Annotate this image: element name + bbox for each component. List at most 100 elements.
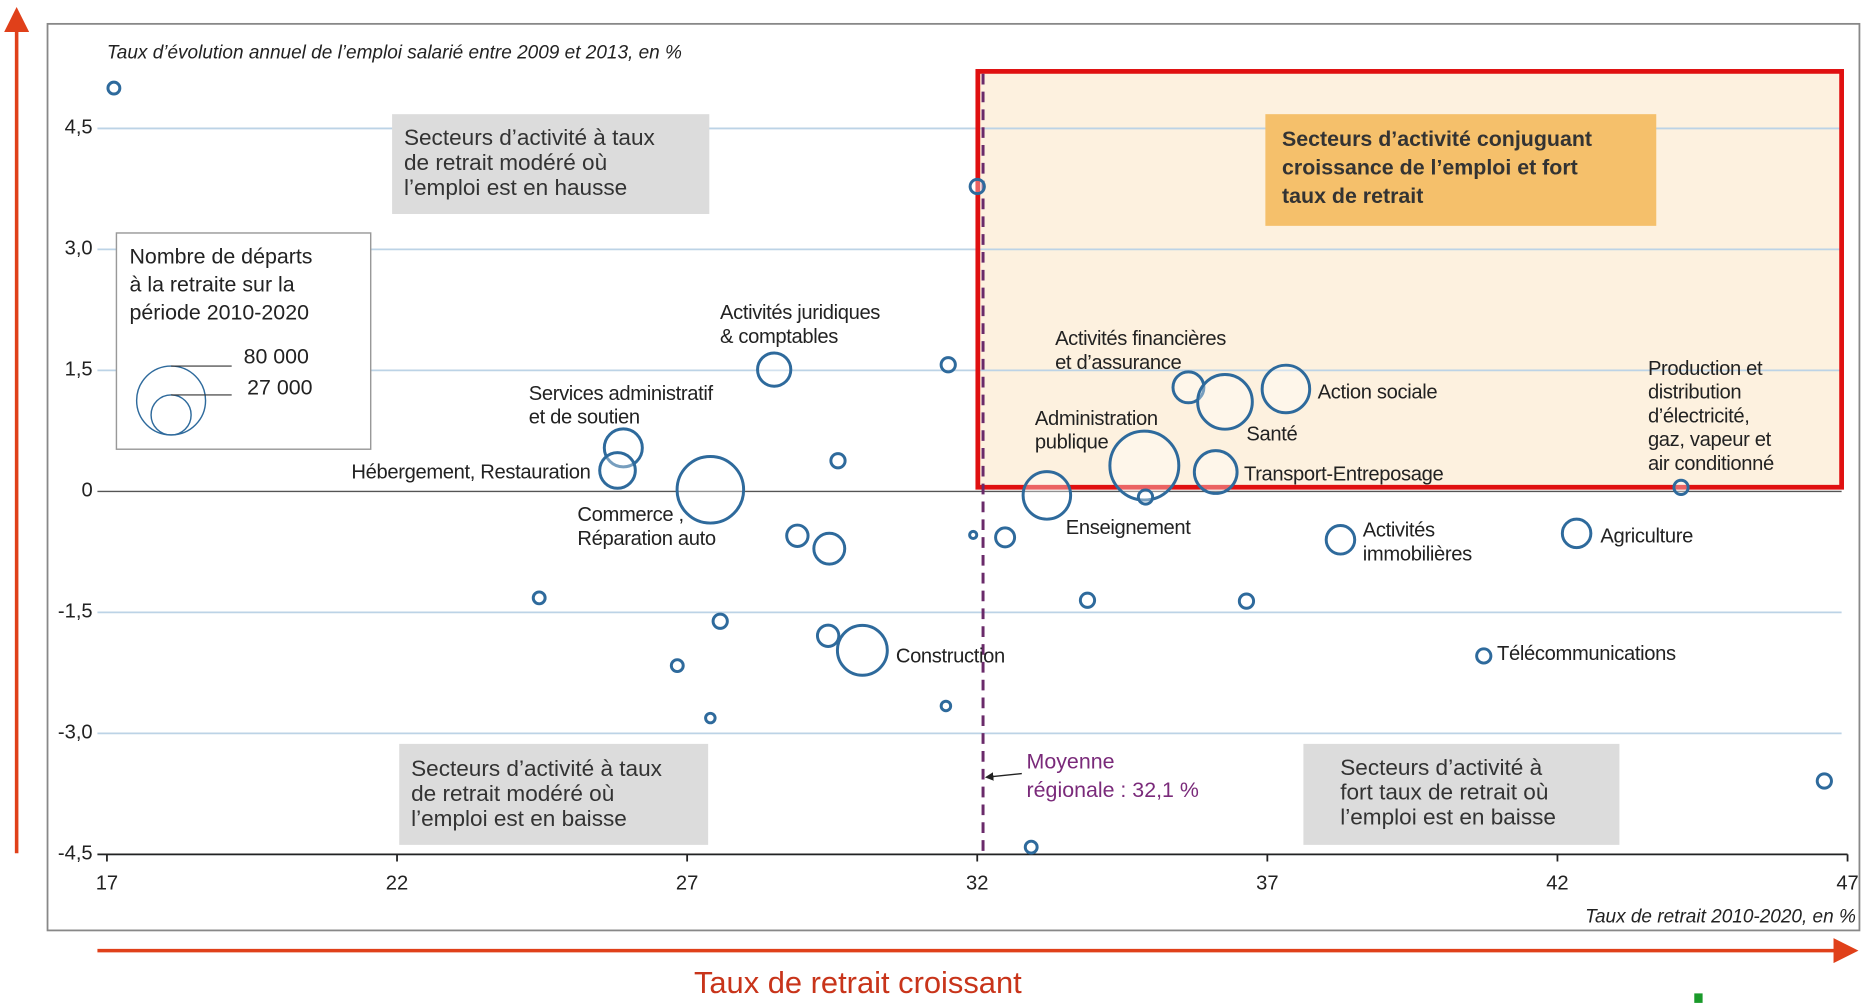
x-axis-title: Taux de retrait 2010-2020, en % — [1585, 906, 1856, 927]
y-tick-label: 0 — [81, 480, 92, 502]
point-label: Services administratif — [529, 383, 714, 405]
quadrant-text: l’emploi est en hausse — [404, 175, 627, 200]
y-tick-label: 3,0 — [65, 238, 93, 260]
legend-label: 80 000 — [244, 344, 309, 368]
bubble — [1672, 478, 1690, 496]
point-label: Enseignement — [1066, 517, 1192, 539]
bubble — [829, 452, 847, 470]
bubble — [968, 529, 979, 541]
y-tick-label: -3,0 — [58, 722, 93, 744]
point-label: immobilières — [1363, 543, 1472, 565]
bubble — [1108, 429, 1181, 502]
point-label: Activités juridiques — [720, 302, 880, 324]
point-label: Commerce , — [577, 504, 683, 526]
bottom-title: Taux de retrait croissant — [694, 965, 1022, 1000]
bubble — [1078, 591, 1097, 609]
bubble — [1021, 470, 1073, 521]
bubble — [1196, 373, 1254, 431]
bubble — [835, 623, 889, 677]
x-tick-label: 27 — [676, 872, 698, 894]
quadrant-text: Secteurs d’activité à — [1340, 755, 1542, 780]
point-label: et de soutien — [529, 407, 640, 429]
bubble — [1324, 524, 1357, 556]
point-label: gaz, vapeur et — [1648, 429, 1772, 451]
x-tick-label: 32 — [966, 872, 988, 894]
quadrant-text: fort taux de retrait où — [1340, 780, 1548, 805]
highlight-frame — [975, 69, 1844, 490]
bubble — [106, 80, 122, 96]
reference-label: Moyenne — [1027, 750, 1115, 774]
bubble — [1171, 370, 1206, 405]
quadrant-text: Secteurs d’activité conjuguant — [1282, 127, 1592, 151]
x-tick-label: 22 — [386, 872, 408, 894]
bubble — [939, 699, 953, 713]
bubble — [815, 623, 841, 648]
point-label: Construction — [896, 645, 1005, 667]
bubble — [704, 711, 717, 725]
legend-title: période 2010-2020 — [130, 300, 310, 324]
bubble — [1237, 592, 1256, 610]
point-label: Santé — [1246, 423, 1297, 445]
x-tick-label: 47 — [1836, 872, 1858, 894]
point-label: Administration — [1035, 408, 1158, 430]
y-tick-label: -1,5 — [58, 601, 93, 623]
quadrant-text: Secteurs d’activité à taux — [404, 125, 656, 150]
quadrant-text: de retrait modéré où — [411, 781, 614, 806]
bubble — [785, 523, 810, 548]
quadrant-text: taux de retrait — [1282, 184, 1423, 208]
bubble — [675, 455, 746, 525]
bubble — [1475, 647, 1493, 665]
bubble — [602, 427, 644, 469]
legend-title: à la retraite sur la — [130, 272, 295, 296]
point-label: Réparation auto — [577, 528, 715, 550]
bubble — [968, 177, 986, 196]
point-label: & comptables — [720, 326, 838, 348]
quadrant-box — [399, 743, 709, 845]
point-label: air conditionné — [1648, 453, 1774, 475]
legend-label: 27 000 — [247, 376, 312, 400]
x-tick-label: 37 — [1256, 872, 1278, 894]
bubble — [598, 451, 637, 490]
bubble — [531, 590, 547, 606]
point-label: Hébergement, Restauration — [351, 461, 590, 483]
quadrant-box — [1265, 114, 1657, 226]
quadrant-text: l’emploi est en baisse — [1340, 805, 1556, 830]
bubble — [1260, 363, 1312, 415]
y-tick-label: -4,5 — [58, 843, 93, 865]
legend-box — [115, 232, 372, 450]
quadrant-box — [1303, 743, 1620, 845]
bubble — [756, 351, 793, 388]
y-tick-label: 4,5 — [65, 117, 93, 139]
bubble — [812, 531, 847, 566]
reference-label: régionale : 32,1 % — [1027, 778, 1199, 802]
bubble — [994, 526, 1017, 549]
quadrant-text: Secteurs d’activité à taux — [411, 756, 663, 781]
legend-title: Nombre de départs — [130, 245, 313, 269]
point-label: Télécommunications — [1497, 643, 1676, 665]
bubble — [669, 658, 685, 674]
x-tick-label: 42 — [1546, 872, 1568, 894]
point-label: publique — [1035, 432, 1109, 454]
quadrant-box — [392, 114, 710, 214]
point-label: Agriculture — [1600, 525, 1693, 547]
y-axis-title: Taux d’évolution annuel de l’emploi sala… — [107, 43, 682, 64]
bubble — [1023, 839, 1039, 855]
point-label: d’électricité, — [1648, 405, 1750, 427]
x-tick-label: 17 — [96, 872, 118, 894]
bubble — [939, 356, 957, 374]
bubble — [1815, 772, 1833, 790]
green-mark — [1694, 993, 1703, 1003]
quadrant-text: de retrait modéré où — [404, 150, 607, 175]
point-label: distribution — [1648, 382, 1741, 404]
quadrant-text: croissance de l’emploi et fort — [1282, 155, 1578, 179]
point-label: Production et — [1648, 358, 1763, 380]
point-label: et d’assurance — [1055, 352, 1181, 374]
point-label: Transport-Entreposage — [1244, 464, 1443, 486]
point-label: Activités — [1363, 520, 1435, 542]
bubble — [711, 612, 729, 630]
quadrant-text: l’emploi est en baisse — [411, 806, 627, 831]
point-label: Action sociale — [1318, 382, 1438, 404]
point-label: Activités financières — [1055, 328, 1226, 350]
reference-pointer — [984, 772, 1022, 781]
